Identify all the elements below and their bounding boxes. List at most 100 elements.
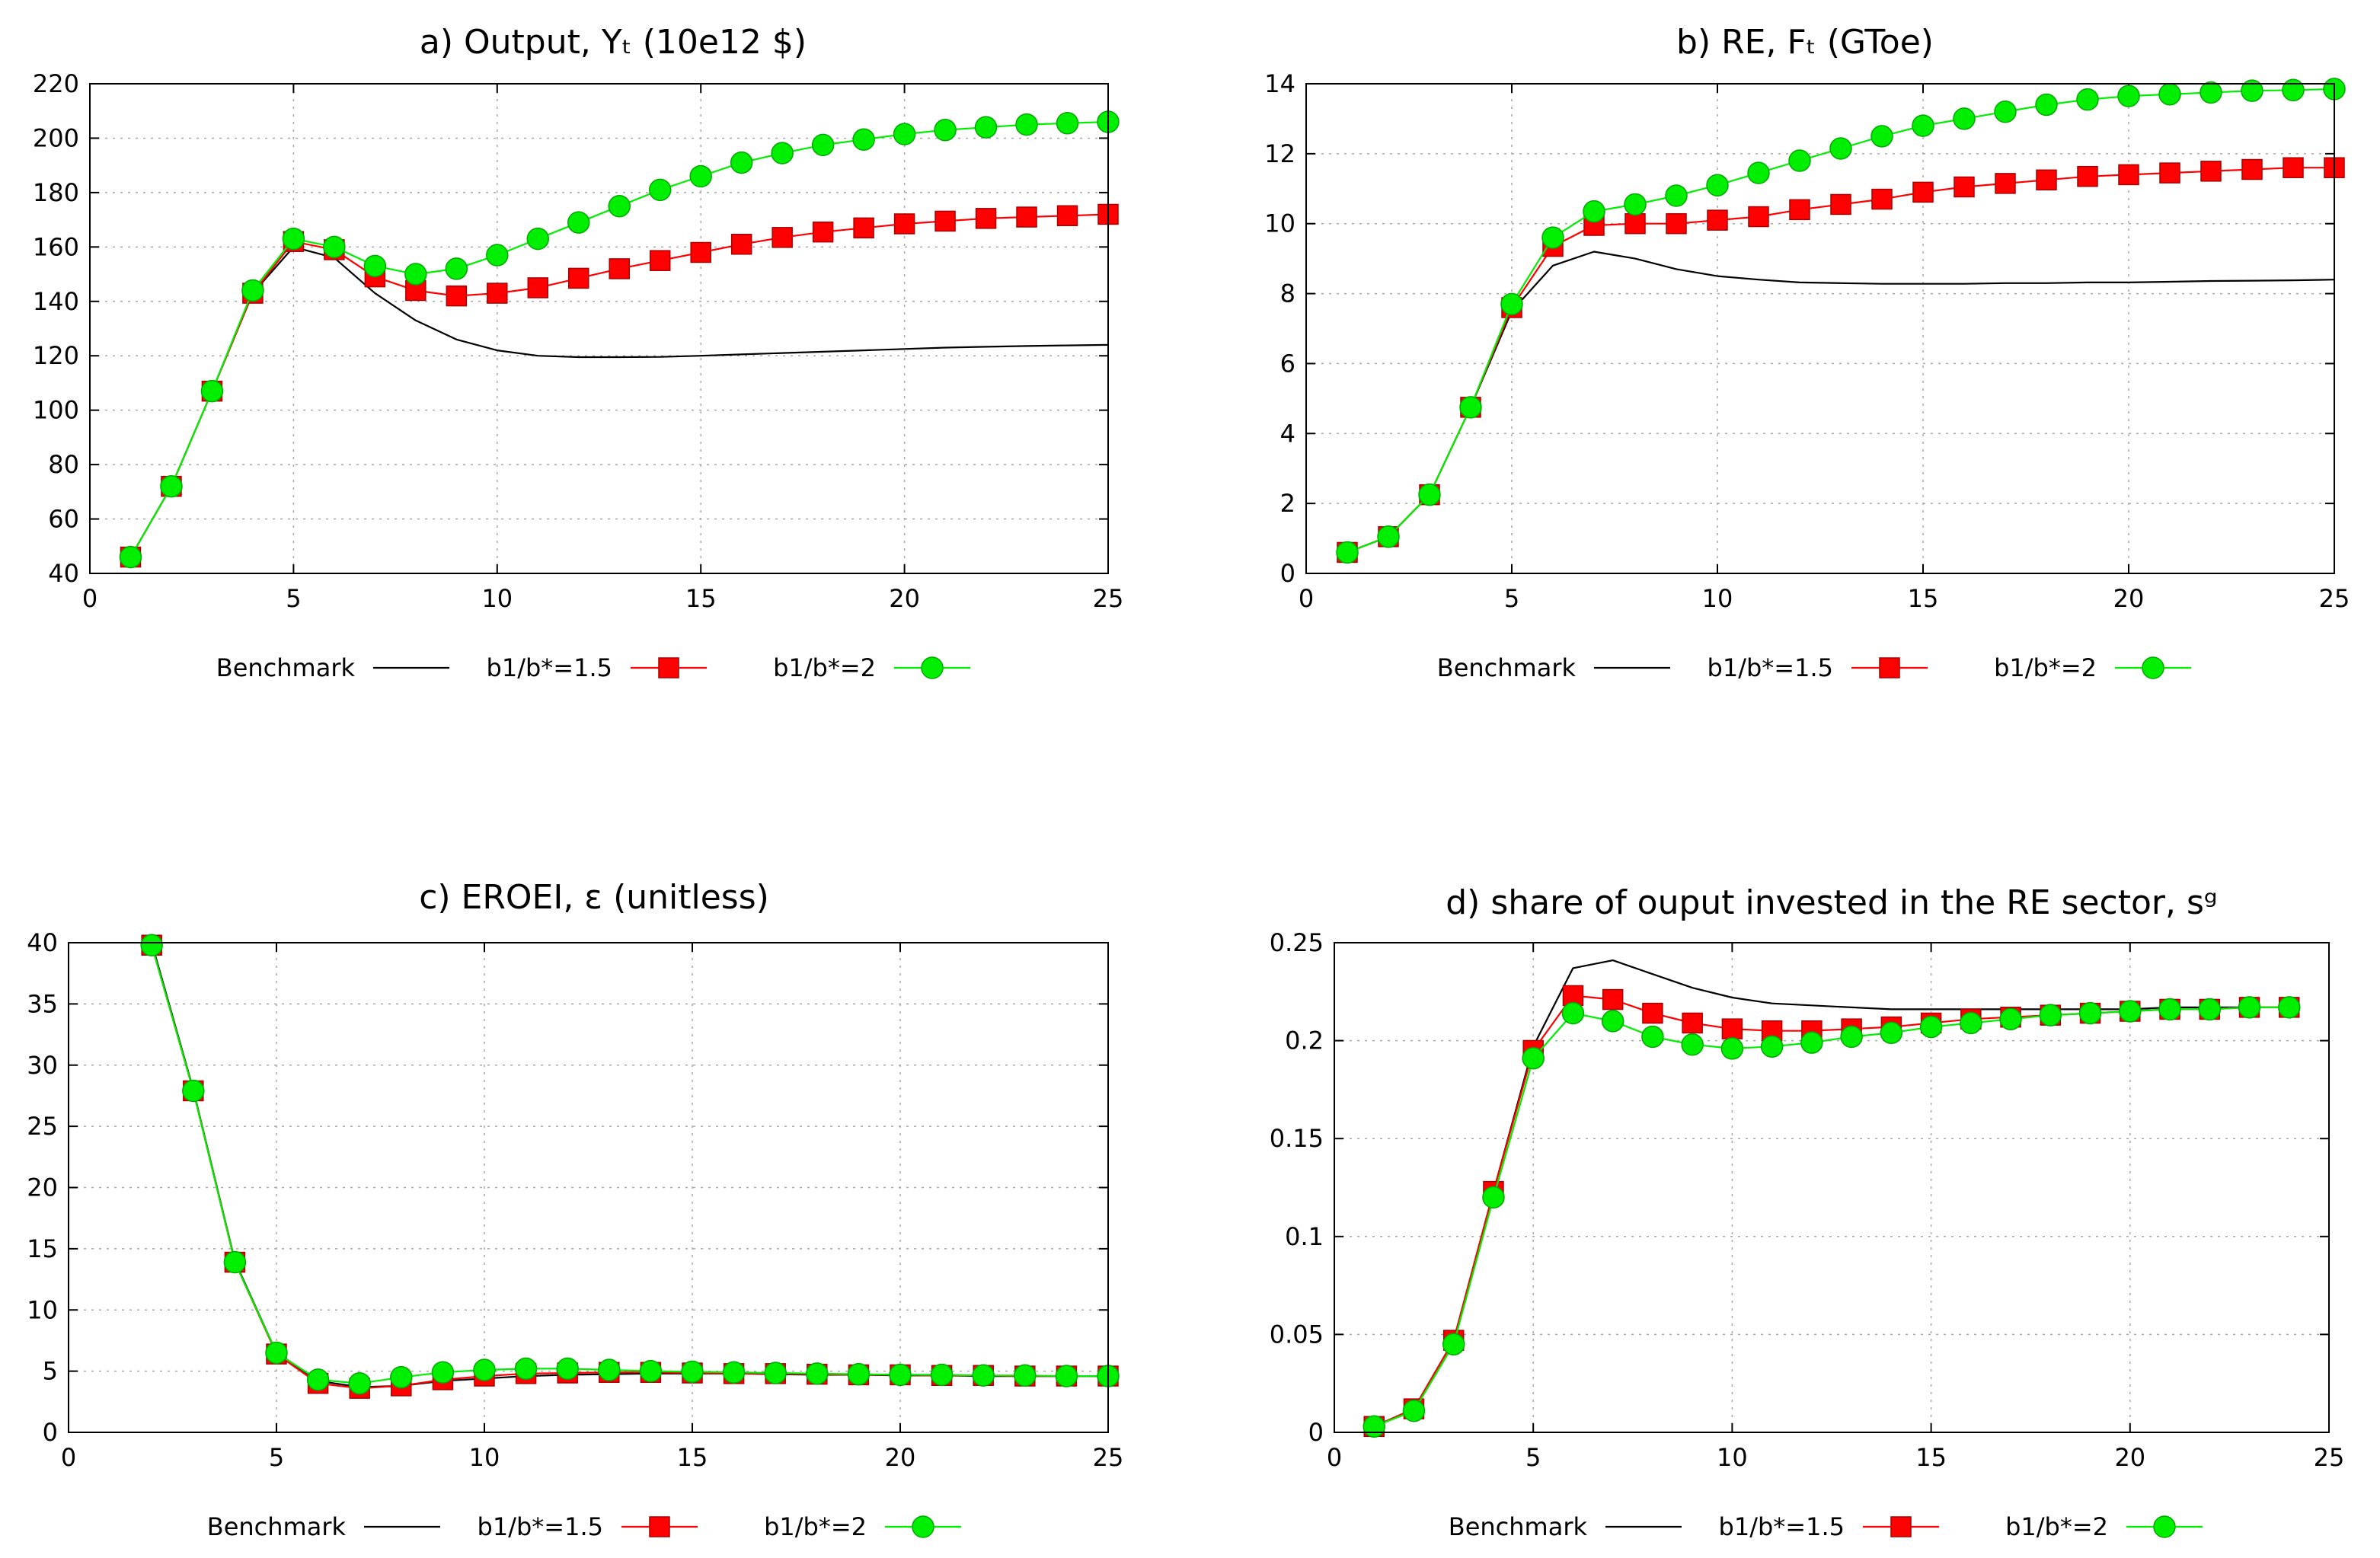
data-point-b15 bbox=[649, 250, 671, 271]
data-point-b2 bbox=[1999, 1007, 2022, 1031]
data-point-b2 bbox=[648, 178, 672, 202]
series-benchmark bbox=[129, 246, 1109, 558]
data-point-b2 bbox=[1840, 1025, 1863, 1049]
data-point-b2 bbox=[764, 1362, 787, 1384]
series-line-benchmark bbox=[1347, 251, 2335, 554]
legend-label-b2: b1/b*=2 bbox=[1994, 653, 2097, 682]
data-point-b15 bbox=[487, 283, 508, 304]
data-point-b15 bbox=[812, 221, 834, 243]
series-b15 bbox=[120, 203, 1119, 568]
x-tick-label: 25 bbox=[1093, 584, 1124, 613]
data-point-b2 bbox=[140, 934, 163, 956]
data-point-b2 bbox=[2076, 88, 2099, 111]
y-tick-label: 200 bbox=[33, 123, 79, 152]
data-point-b2 bbox=[889, 1363, 912, 1387]
data-point-b2 bbox=[681, 1360, 704, 1384]
data-point-b2 bbox=[1418, 483, 1441, 506]
legend-label-benchmark: Benchmark bbox=[1437, 653, 1577, 682]
data-point-b15 bbox=[1721, 1018, 1743, 1039]
data-point-b2 bbox=[200, 379, 224, 403]
x-tick-label: 20 bbox=[2113, 584, 2145, 613]
series-b15 bbox=[1337, 157, 2345, 563]
data-point-b2 bbox=[1994, 100, 2017, 123]
y-tick-label: 8 bbox=[1280, 279, 1295, 308]
data-point-b2 bbox=[934, 118, 957, 142]
y-tick-label: 60 bbox=[48, 505, 79, 534]
data-point-b15 bbox=[893, 213, 915, 235]
data-point-b15 bbox=[1995, 173, 2016, 194]
series-b2 bbox=[140, 934, 1120, 1395]
series-b15 bbox=[141, 934, 1119, 1399]
data-point-b2 bbox=[1336, 541, 1359, 564]
data-point-b2 bbox=[1919, 1015, 1943, 1039]
series-b2 bbox=[1363, 996, 2301, 1438]
x-tick-label: 15 bbox=[685, 584, 717, 613]
plot-frame bbox=[68, 942, 1109, 1433]
data-point-b2 bbox=[241, 279, 264, 302]
x-tick-label: 0 bbox=[82, 584, 97, 613]
x-tick-label: 5 bbox=[1504, 584, 1519, 613]
data-point-b15 bbox=[2200, 161, 2222, 182]
y-tick-label: 0.05 bbox=[1270, 1320, 1324, 1349]
chart-title-a: a) Output, Yₜ (10e12 $) bbox=[420, 23, 807, 62]
legend: Benchmark b1/b*=1.5 b1/b*=2 bbox=[1437, 653, 2191, 682]
data-point-b2 bbox=[2241, 79, 2263, 102]
legend: Benchmark b1/b*=1.5 b1/b*=2 bbox=[207, 1512, 961, 1541]
data-point-b15 bbox=[2159, 162, 2180, 184]
y-tick-label: 0 bbox=[1280, 559, 1295, 588]
data-point-b2 bbox=[2198, 998, 2222, 1021]
y-tick-label: 40 bbox=[27, 928, 58, 957]
x-tick-label: 10 bbox=[1702, 584, 1733, 613]
x-tick-label: 25 bbox=[2319, 584, 2350, 613]
legend: Benchmark b1/b*=1.5 b1/b*=2 bbox=[1449, 1512, 2203, 1541]
y-tick-label: 2 bbox=[1280, 489, 1295, 518]
y-tick-label: 0.1 bbox=[1285, 1222, 1324, 1251]
y-tick-label: 15 bbox=[27, 1234, 58, 1263]
data-point-b2 bbox=[556, 1357, 579, 1381]
data-point-b2 bbox=[2119, 1000, 2142, 1023]
data-point-b2 bbox=[722, 1361, 746, 1384]
y-tick-label: 14 bbox=[1264, 69, 1295, 98]
legend-marker-b15 bbox=[1890, 1516, 1912, 1537]
x-tick-label: 0 bbox=[1327, 1443, 1342, 1472]
chart-panel-a: a) Output, Yₜ (10e12 $) 0 5 10 15 20 25 40 60 80 1… bbox=[33, 23, 1123, 682]
x-tick-label: 15 bbox=[677, 1443, 708, 1472]
data-point-b2 bbox=[811, 133, 835, 157]
y-tick-label: 12 bbox=[1264, 139, 1295, 168]
data-point-b2 bbox=[2078, 1001, 2102, 1025]
plot-frame bbox=[89, 83, 1109, 574]
data-point-b2 bbox=[1912, 114, 1934, 137]
data-point-b2 bbox=[974, 116, 998, 139]
data-point-b15 bbox=[1871, 188, 1893, 210]
legend-label-b15: b1/b*=1.5 bbox=[478, 1512, 603, 1541]
x-tick-label: 5 bbox=[1525, 1443, 1541, 1472]
y-tick-label: 180 bbox=[33, 178, 79, 207]
legend-marker-b2 bbox=[912, 1515, 934, 1538]
chart-panel-c: c) EROEI, ε (unitless) 0 5 10 15 20 25 0 5 10 15 20… bbox=[27, 878, 1123, 1541]
y-tick-label: 100 bbox=[33, 396, 79, 425]
data-point-b2 bbox=[1870, 125, 1893, 148]
y-tick-label: 160 bbox=[33, 232, 79, 261]
data-point-b2 bbox=[1760, 1035, 1784, 1058]
x-tick-label: 15 bbox=[1915, 1443, 1947, 1472]
data-point-b2 bbox=[348, 1371, 371, 1395]
data-point-b2 bbox=[526, 227, 550, 251]
data-point-b2 bbox=[730, 151, 753, 174]
data-point-b2 bbox=[1747, 161, 1770, 184]
data-point-b2 bbox=[1665, 184, 1688, 207]
data-point-b15 bbox=[1912, 181, 1934, 203]
y-tick-label: 120 bbox=[33, 341, 79, 370]
data-point-b15 bbox=[690, 241, 711, 263]
data-point-b15 bbox=[2118, 164, 2139, 186]
data-point-b2 bbox=[431, 1361, 455, 1384]
data-point-b2 bbox=[514, 1357, 538, 1381]
data-point-b2 bbox=[2158, 998, 2181, 1021]
plot-frame bbox=[1334, 942, 2330, 1433]
legend-marker-b15 bbox=[658, 657, 679, 678]
data-point-b15 bbox=[2036, 169, 2057, 191]
x-tick-label: 25 bbox=[2314, 1443, 2345, 1472]
data-point-b2 bbox=[390, 1365, 413, 1389]
data-point-b2 bbox=[608, 195, 631, 218]
data-point-b15 bbox=[2077, 165, 2098, 187]
data-point-b2 bbox=[567, 211, 590, 234]
